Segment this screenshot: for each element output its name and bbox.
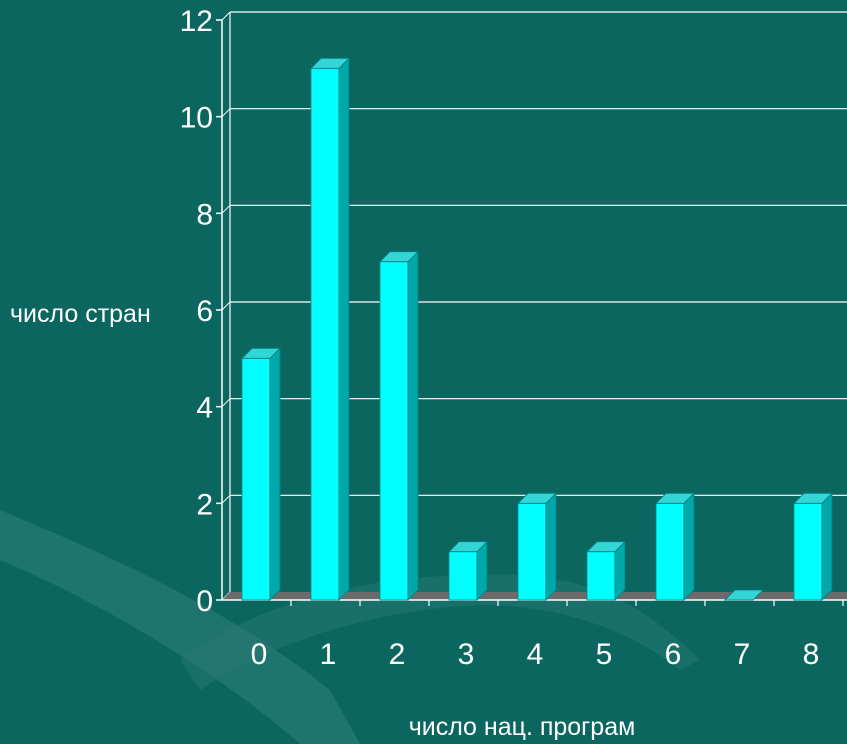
x-tick-label: 2: [389, 638, 406, 671]
bars: [241, 57, 833, 601]
wall-gridline: [221, 301, 231, 311]
bar-side: [821, 492, 833, 601]
x-tick-label: 4: [527, 638, 544, 671]
wall-gridline: [221, 494, 231, 504]
x-tick-label: 3: [458, 638, 475, 671]
bar-top: [241, 347, 281, 359]
wall-gridline: [221, 398, 231, 408]
bar-top: [586, 541, 626, 553]
bar-front: [586, 551, 616, 601]
bar-front: [793, 502, 823, 601]
x-tick-label: 1: [320, 638, 337, 671]
x-tick-label: 6: [665, 638, 682, 671]
y-tick-label: 10: [180, 102, 213, 135]
bar-0: [241, 347, 281, 601]
bar-4: [517, 492, 557, 601]
bar-top: [310, 57, 350, 69]
bar-front: [448, 551, 478, 601]
bar-3: [448, 540, 488, 601]
y-tick-label: 4: [196, 392, 213, 425]
bar-side: [269, 347, 281, 601]
y-tick-label: 6: [196, 295, 213, 328]
x-tick-labels: 0 1 2 3 4 5 6 7 8: [251, 638, 820, 671]
x-tick-label: 8: [803, 638, 820, 671]
bar-8: [793, 492, 833, 601]
x-tick-label: 0: [251, 638, 268, 671]
y-tick-label: 12: [180, 5, 213, 38]
bar-top: [379, 251, 419, 263]
bar-top: [448, 541, 488, 553]
bar-front: [517, 502, 547, 601]
wall-gridline: [221, 204, 231, 214]
bar-top: [655, 492, 695, 504]
bar-1: [310, 57, 350, 601]
y-tick-label: 8: [196, 198, 213, 231]
y-tick-label: 0: [196, 585, 213, 618]
y-tick-label: 2: [196, 488, 213, 521]
bar-2: [379, 250, 419, 601]
y-tick-labels: 0 2 4 6 8 10 12: [180, 5, 213, 618]
bar-5: [586, 540, 626, 601]
bar-side: [338, 57, 350, 601]
bar-top: [517, 492, 557, 504]
x-tick-label: 7: [734, 638, 751, 671]
bar-front: [655, 502, 685, 601]
x-axis-title: число нац. програм: [409, 713, 636, 741]
y-axis-title: число стран: [10, 300, 151, 328]
background-decoration: [0, 510, 700, 744]
bar-top: [724, 589, 764, 601]
wall-gridline: [221, 108, 231, 118]
bar-side: [407, 250, 419, 601]
wall-gridline: [221, 11, 231, 21]
bar-side: [683, 492, 695, 601]
bar-side: [545, 492, 557, 601]
bar-front: [241, 357, 271, 601]
bar-front: [310, 67, 340, 601]
x-tick-label: 5: [596, 638, 613, 671]
bar-front: [379, 261, 409, 601]
bar-7: [724, 589, 764, 601]
bar-top: [793, 492, 833, 504]
bar-6: [655, 492, 695, 601]
